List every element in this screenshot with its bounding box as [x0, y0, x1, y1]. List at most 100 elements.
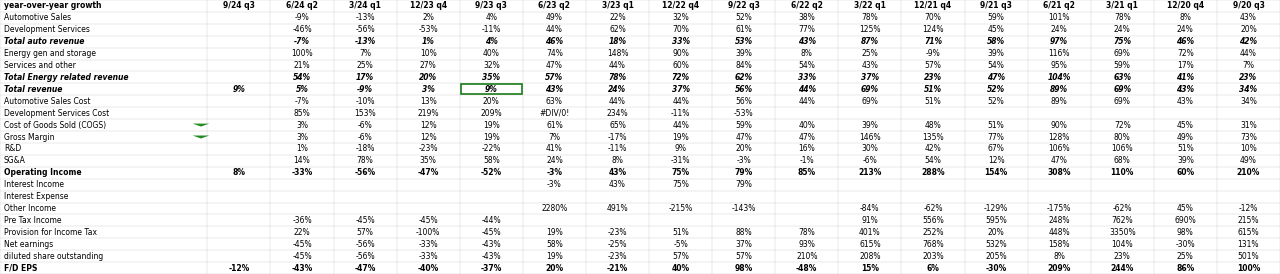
Text: 41%: 41%: [547, 144, 563, 153]
Text: -100%: -100%: [416, 228, 440, 237]
Text: 210%: 210%: [1236, 168, 1260, 177]
Text: 69%: 69%: [1114, 49, 1130, 58]
Text: 77%: 77%: [799, 25, 815, 34]
Text: 44%: 44%: [797, 85, 815, 94]
Text: 210%: 210%: [796, 252, 818, 261]
Text: 19%: 19%: [483, 133, 499, 141]
Text: 131%: 131%: [1238, 240, 1260, 249]
Bar: [461, 84, 521, 94]
Text: -53%: -53%: [419, 25, 438, 34]
Text: 615%: 615%: [859, 240, 881, 249]
Text: -43%: -43%: [292, 264, 312, 273]
Text: 37%: 37%: [735, 240, 753, 249]
Text: Operating Income: Operating Income: [4, 168, 82, 177]
Text: -18%: -18%: [356, 144, 375, 153]
Text: -11%: -11%: [481, 25, 500, 34]
Text: 9/21 q3: 9/21 q3: [980, 1, 1012, 10]
Text: 12/23 q4: 12/23 q4: [410, 1, 447, 10]
Text: 19%: 19%: [547, 252, 563, 261]
Text: 10%: 10%: [420, 49, 436, 58]
Text: 20%: 20%: [1240, 25, 1257, 34]
Text: diluted share outstanding: diluted share outstanding: [4, 252, 104, 261]
Text: 124%: 124%: [922, 25, 943, 34]
Text: 17%: 17%: [356, 73, 374, 82]
Text: 205%: 205%: [986, 252, 1007, 261]
Text: 7%: 7%: [1243, 61, 1254, 70]
Text: 70%: 70%: [672, 25, 689, 34]
Text: 44%: 44%: [1240, 49, 1257, 58]
Text: -13%: -13%: [355, 37, 376, 46]
Text: 69%: 69%: [1114, 85, 1132, 94]
Text: Cost of Goods Sold (COGS): Cost of Goods Sold (COGS): [4, 121, 106, 130]
Text: 1%: 1%: [296, 144, 308, 153]
Text: -44%: -44%: [481, 216, 500, 225]
Text: 128%: 128%: [1048, 133, 1070, 141]
Text: 2%: 2%: [422, 13, 434, 22]
Text: 148%: 148%: [607, 49, 628, 58]
Text: 24%: 24%: [547, 156, 563, 165]
Text: Development Services Cost: Development Services Cost: [4, 109, 109, 118]
Text: 69%: 69%: [861, 97, 878, 106]
Text: 18%: 18%: [608, 37, 626, 46]
Text: 57%: 57%: [672, 252, 689, 261]
Text: 35%: 35%: [420, 156, 436, 165]
Text: 43%: 43%: [861, 61, 878, 70]
Text: Interest Expense: Interest Expense: [4, 192, 68, 201]
Text: -33%: -33%: [419, 252, 438, 261]
Text: 43%: 43%: [545, 85, 563, 94]
Text: 44%: 44%: [672, 97, 689, 106]
Text: 47%: 47%: [547, 61, 563, 70]
Text: 43%: 43%: [608, 168, 626, 177]
Text: 12%: 12%: [420, 133, 436, 141]
Text: Total revenue: Total revenue: [4, 85, 63, 94]
Text: -45%: -45%: [481, 228, 500, 237]
Text: 30%: 30%: [861, 144, 878, 153]
Text: 53%: 53%: [735, 37, 753, 46]
Text: 32%: 32%: [483, 61, 499, 70]
Text: -36%: -36%: [292, 216, 312, 225]
Text: -6%: -6%: [357, 133, 372, 141]
Text: 22%: 22%: [293, 228, 310, 237]
Text: 44%: 44%: [547, 25, 563, 34]
Text: -129%: -129%: [984, 204, 1009, 213]
Text: 16%: 16%: [799, 144, 815, 153]
Text: 19%: 19%: [547, 228, 563, 237]
Text: -56%: -56%: [356, 252, 375, 261]
Text: Energy gen and storage: Energy gen and storage: [4, 49, 96, 58]
Text: 308%: 308%: [1047, 168, 1071, 177]
Text: 89%: 89%: [1051, 97, 1068, 106]
Text: 54%: 54%: [924, 156, 941, 165]
Text: -3%: -3%: [547, 180, 562, 189]
Text: -62%: -62%: [1112, 204, 1132, 213]
Text: 42%: 42%: [924, 144, 941, 153]
Text: 86%: 86%: [1176, 264, 1194, 273]
Text: 9/24 q3: 9/24 q3: [223, 1, 255, 10]
Text: 401%: 401%: [859, 228, 881, 237]
Text: 248%: 248%: [1048, 216, 1070, 225]
Text: -143%: -143%: [731, 204, 756, 213]
Text: 57%: 57%: [735, 252, 753, 261]
Text: 52%: 52%: [987, 85, 1005, 94]
Text: -45%: -45%: [292, 252, 312, 261]
Text: 252%: 252%: [922, 228, 943, 237]
Text: -30%: -30%: [986, 264, 1006, 273]
Text: 59%: 59%: [1114, 61, 1130, 70]
Text: 213%: 213%: [858, 168, 882, 177]
Text: 153%: 153%: [355, 109, 376, 118]
Text: 68%: 68%: [1114, 156, 1130, 165]
Text: 9%: 9%: [485, 85, 498, 94]
Text: 20%: 20%: [545, 264, 563, 273]
Text: 45%: 45%: [1176, 121, 1194, 130]
Text: 40%: 40%: [672, 264, 690, 273]
Text: 87%: 87%: [861, 37, 879, 46]
Text: Net earnings: Net earnings: [4, 240, 52, 249]
Text: 39%: 39%: [735, 49, 753, 58]
Text: 54%: 54%: [293, 73, 311, 82]
Text: 3/24 q1: 3/24 q1: [349, 1, 381, 10]
Text: -84%: -84%: [860, 204, 879, 213]
Text: 90%: 90%: [672, 49, 689, 58]
Text: 47%: 47%: [799, 133, 815, 141]
Text: 100%: 100%: [1236, 264, 1260, 273]
Text: 85%: 85%: [797, 168, 815, 177]
Text: 491%: 491%: [607, 204, 628, 213]
